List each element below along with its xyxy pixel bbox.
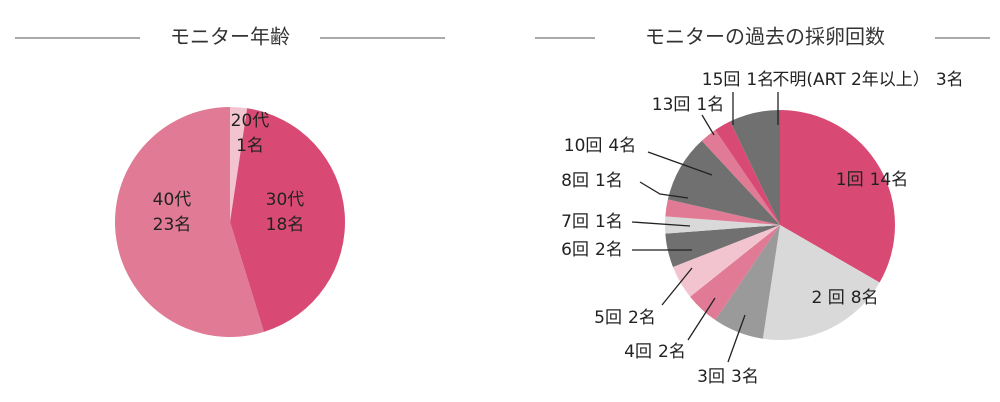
category-label: 4回 [624, 342, 652, 362]
slice-label: 10回 4名 [564, 136, 636, 156]
value-label: 1名 [696, 95, 724, 115]
slice-label: 15回 1名 [702, 70, 774, 90]
category-label: 13回 [652, 95, 691, 115]
slice-label: 3回 3名 [697, 367, 759, 387]
category-label: 不明(ART 2年以上） [772, 70, 929, 90]
value-label: 23名 [153, 215, 192, 235]
leader-line [727, 314, 746, 363]
pie-slice [665, 225, 780, 268]
pie-slice [114, 107, 264, 338]
value-label: 18名 [266, 215, 305, 235]
slice-label: 8回 1名 [561, 171, 623, 191]
category-label: 5回 [594, 308, 622, 328]
category-label: 6回 [561, 240, 589, 260]
value-label: 3名 [936, 70, 964, 90]
value-label: 4名 [608, 136, 636, 156]
category-label: 8回 [561, 171, 589, 191]
slice-label: 4回 2名 [624, 342, 686, 362]
slice-label: 2 回 8名 [811, 288, 878, 308]
pie-slice [715, 121, 780, 225]
category-label: 40代 [153, 190, 192, 210]
pie-slice [780, 110, 895, 283]
pie-slice [701, 129, 780, 225]
pie-slice [664, 216, 780, 234]
pie-slice [230, 108, 345, 332]
pie-slice [665, 199, 780, 225]
slice-label: 6回 2名 [561, 240, 623, 260]
pie-slice [667, 140, 780, 225]
value-label: 1名 [746, 70, 774, 90]
pie-slice [672, 225, 780, 297]
pie-slice [690, 225, 780, 321]
leader-line [647, 151, 713, 176]
category-label: 10回 [564, 136, 603, 156]
value-label: 14名 [870, 170, 909, 190]
leader-line [701, 114, 715, 136]
category-label: 20代 [231, 111, 270, 131]
category-label: 1回 [836, 170, 864, 190]
slice-label: 不明(ART 2年以上） 3名 [772, 70, 963, 90]
pie-slice [230, 107, 248, 222]
leader-line [639, 181, 689, 199]
category-label: 2 回 [811, 288, 844, 308]
value-label: 1名 [595, 212, 623, 232]
value-label: 1名 [595, 171, 623, 191]
value-label: 2名 [628, 308, 656, 328]
leader-line [687, 297, 716, 341]
slice-label: 30代 18名 [266, 190, 305, 235]
leader-line [661, 267, 693, 306]
value-label: 3名 [731, 367, 759, 387]
slice-label: 13回 1名 [652, 95, 724, 115]
slice-label: 1回 14名 [836, 170, 908, 190]
value-label: 1名 [236, 136, 264, 156]
category-label: 3回 [697, 367, 725, 387]
slice-label: 7回 1名 [561, 212, 623, 232]
pie-slice [715, 225, 780, 339]
value-label: 8名 [851, 288, 879, 308]
slice-label: 40代 23名 [153, 190, 192, 235]
category-label: 15回 [702, 70, 741, 90]
leader-line [631, 221, 691, 227]
value-label: 2名 [595, 240, 623, 260]
chart-title: モニターの過去の採卵回数 [645, 25, 885, 49]
chart-title: モニター年齢 [170, 25, 290, 49]
category-label: 7回 [561, 212, 589, 232]
value-label: 2名 [658, 342, 686, 362]
slice-label: 20代 1名 [231, 111, 270, 156]
pie-slice [762, 225, 880, 340]
category-label: 30代 [266, 190, 305, 210]
slice-label: 5回 2名 [594, 308, 656, 328]
pie-slice [730, 110, 780, 225]
